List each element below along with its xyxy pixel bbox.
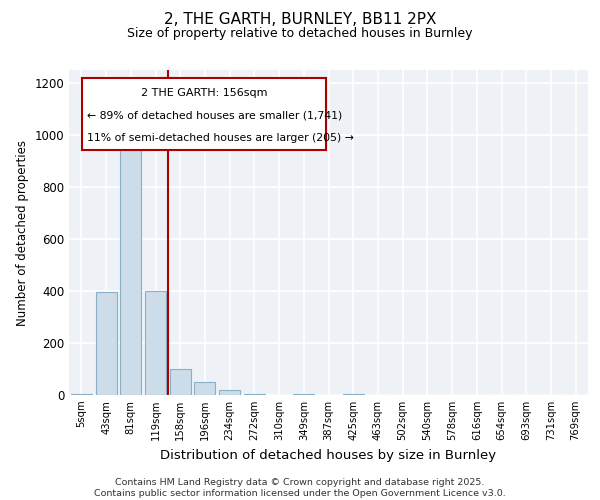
Text: 2 THE GARTH: 156sqm: 2 THE GARTH: 156sqm [140, 88, 267, 98]
Bar [219, 390, 240, 395]
Bar [95, 292, 116, 395]
Text: 11% of semi-detached houses are larger (205) →: 11% of semi-detached houses are larger (… [87, 134, 354, 143]
Bar [71, 394, 92, 395]
Bar [194, 382, 215, 395]
Text: ← 89% of detached houses are smaller (1,741): ← 89% of detached houses are smaller (1,… [87, 110, 343, 120]
Bar [343, 394, 364, 395]
Bar [120, 146, 141, 395]
Bar [244, 394, 265, 395]
Text: Contains HM Land Registry data © Crown copyright and database right 2025.
Contai: Contains HM Land Registry data © Crown c… [94, 478, 506, 498]
Y-axis label: Number of detached properties: Number of detached properties [16, 140, 29, 326]
Bar [145, 291, 166, 395]
Bar [170, 369, 191, 395]
FancyBboxPatch shape [82, 78, 326, 150]
X-axis label: Distribution of detached houses by size in Burnley: Distribution of detached houses by size … [160, 448, 497, 462]
Bar [293, 394, 314, 395]
Text: 2, THE GARTH, BURNLEY, BB11 2PX: 2, THE GARTH, BURNLEY, BB11 2PX [164, 12, 436, 28]
Text: Size of property relative to detached houses in Burnley: Size of property relative to detached ho… [127, 28, 473, 40]
